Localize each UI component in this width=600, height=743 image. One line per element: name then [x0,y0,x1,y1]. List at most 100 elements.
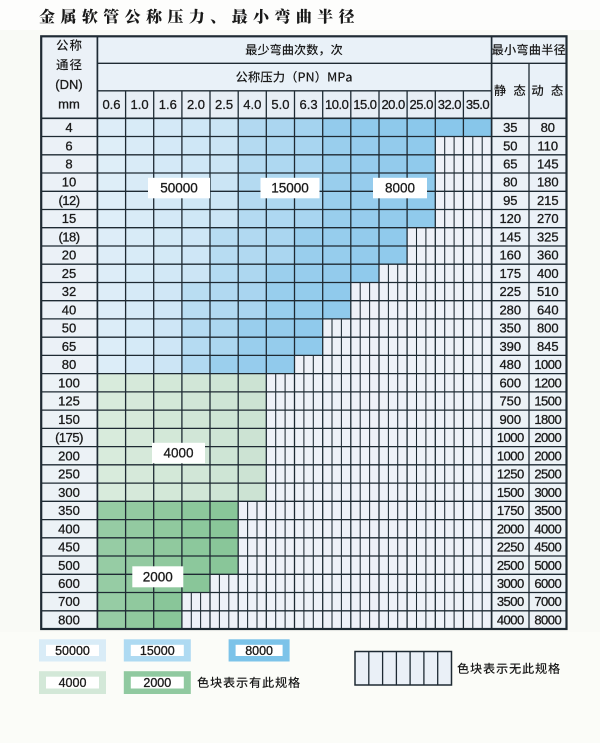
svg-text:50: 50 [62,321,76,336]
svg-text:4: 4 [65,120,72,135]
svg-text:1000: 1000 [534,357,561,372]
svg-text:50: 50 [503,138,517,153]
svg-text:80: 80 [503,175,517,190]
svg-text:145: 145 [499,230,521,245]
svg-text:125: 125 [58,394,80,409]
svg-text:80: 80 [62,357,76,372]
svg-text:250: 250 [58,467,80,482]
svg-text:800: 800 [58,613,80,628]
svg-text:(175): (175) [55,430,83,445]
svg-text:2000: 2000 [534,430,561,445]
svg-text:65: 65 [503,157,517,172]
svg-text:4.0: 4.0 [243,97,261,112]
svg-text:100: 100 [58,375,80,390]
svg-text:(DN): (DN) [55,77,82,92]
svg-text:325: 325 [537,230,559,245]
svg-text:20: 20 [62,248,76,263]
svg-text:360: 360 [537,248,559,263]
svg-text:(12): (12) [58,193,79,208]
svg-text:(18): (18) [58,230,79,245]
svg-text:2.5: 2.5 [215,97,233,112]
svg-text:15.0: 15.0 [353,97,377,112]
svg-text:4000: 4000 [497,613,524,628]
svg-text:1250: 1250 [497,467,524,482]
svg-text:35.0: 35.0 [466,97,490,112]
svg-text:3500: 3500 [497,594,524,609]
svg-text:700: 700 [58,594,80,609]
svg-text:640: 640 [537,302,559,317]
svg-text:215: 215 [537,193,559,208]
svg-text:4000: 4000 [59,676,87,690]
svg-text:400: 400 [537,266,559,281]
svg-text:510: 510 [537,284,559,299]
svg-text:300: 300 [58,485,80,500]
svg-text:750: 750 [499,394,521,409]
svg-text:1200: 1200 [534,375,561,390]
svg-text:180: 180 [537,175,559,190]
svg-text:2500: 2500 [534,467,561,482]
svg-text:200: 200 [58,448,80,463]
svg-text:1500: 1500 [534,394,561,409]
svg-text:1.6: 1.6 [159,97,177,112]
svg-text:7000: 7000 [534,594,561,609]
svg-text:2000: 2000 [143,570,173,585]
svg-text:3000: 3000 [497,576,524,591]
svg-text:50000: 50000 [160,181,198,196]
svg-text:4500: 4500 [534,540,561,555]
svg-text:2000: 2000 [497,521,524,536]
svg-text:15: 15 [62,211,76,226]
svg-text:110: 110 [537,138,558,153]
svg-text:270: 270 [537,211,559,226]
svg-text:80: 80 [541,120,555,135]
svg-text:145: 145 [537,157,559,172]
svg-text:10: 10 [62,175,76,190]
svg-text:mm: mm [58,96,80,111]
svg-text:2250: 2250 [497,540,524,555]
svg-text:15000: 15000 [140,644,175,658]
svg-text:2.0: 2.0 [187,97,205,112]
svg-text:390: 390 [499,339,521,354]
svg-text:800: 800 [537,321,559,336]
svg-text:4000: 4000 [534,521,561,536]
svg-text:350: 350 [58,503,80,518]
svg-text:1750: 1750 [497,503,524,518]
svg-text:1000: 1000 [497,448,524,463]
svg-text:1000: 1000 [497,430,524,445]
svg-text:0.6: 0.6 [102,97,120,112]
svg-text:15000: 15000 [271,181,309,196]
svg-text:20.0: 20.0 [381,97,405,112]
svg-text:25.0: 25.0 [410,97,434,112]
svg-text:25: 25 [62,266,76,281]
svg-text:6.3: 6.3 [300,97,318,112]
svg-text:150: 150 [58,412,80,427]
svg-text:160: 160 [499,248,521,263]
svg-text:2000: 2000 [534,448,561,463]
svg-text:450: 450 [58,540,80,555]
svg-text:3000: 3000 [534,485,561,500]
svg-text:65: 65 [62,339,76,354]
svg-text:845: 845 [537,339,559,354]
svg-text:350: 350 [499,321,521,336]
svg-text:2000: 2000 [143,676,171,690]
svg-text:3500: 3500 [534,503,561,518]
svg-text:5.0: 5.0 [271,97,289,112]
svg-text:900: 900 [499,412,521,427]
svg-text:480: 480 [499,357,521,372]
svg-text:600: 600 [58,576,80,591]
svg-text:1.0: 1.0 [131,97,149,112]
svg-text:225: 225 [499,284,521,299]
svg-text:8000: 8000 [245,644,273,658]
svg-text:95: 95 [503,193,517,208]
svg-text:175: 175 [499,266,521,281]
svg-text:1800: 1800 [534,412,561,427]
svg-text:40: 40 [62,302,76,317]
svg-text:600: 600 [499,375,521,390]
svg-text:32.0: 32.0 [438,97,462,112]
svg-text:280: 280 [499,302,521,317]
svg-text:400: 400 [58,521,80,536]
svg-text:2500: 2500 [497,558,524,573]
svg-text:500: 500 [58,558,80,573]
svg-text:50000: 50000 [55,644,90,658]
svg-text:120: 120 [499,211,521,226]
svg-text:8000: 8000 [534,613,561,628]
